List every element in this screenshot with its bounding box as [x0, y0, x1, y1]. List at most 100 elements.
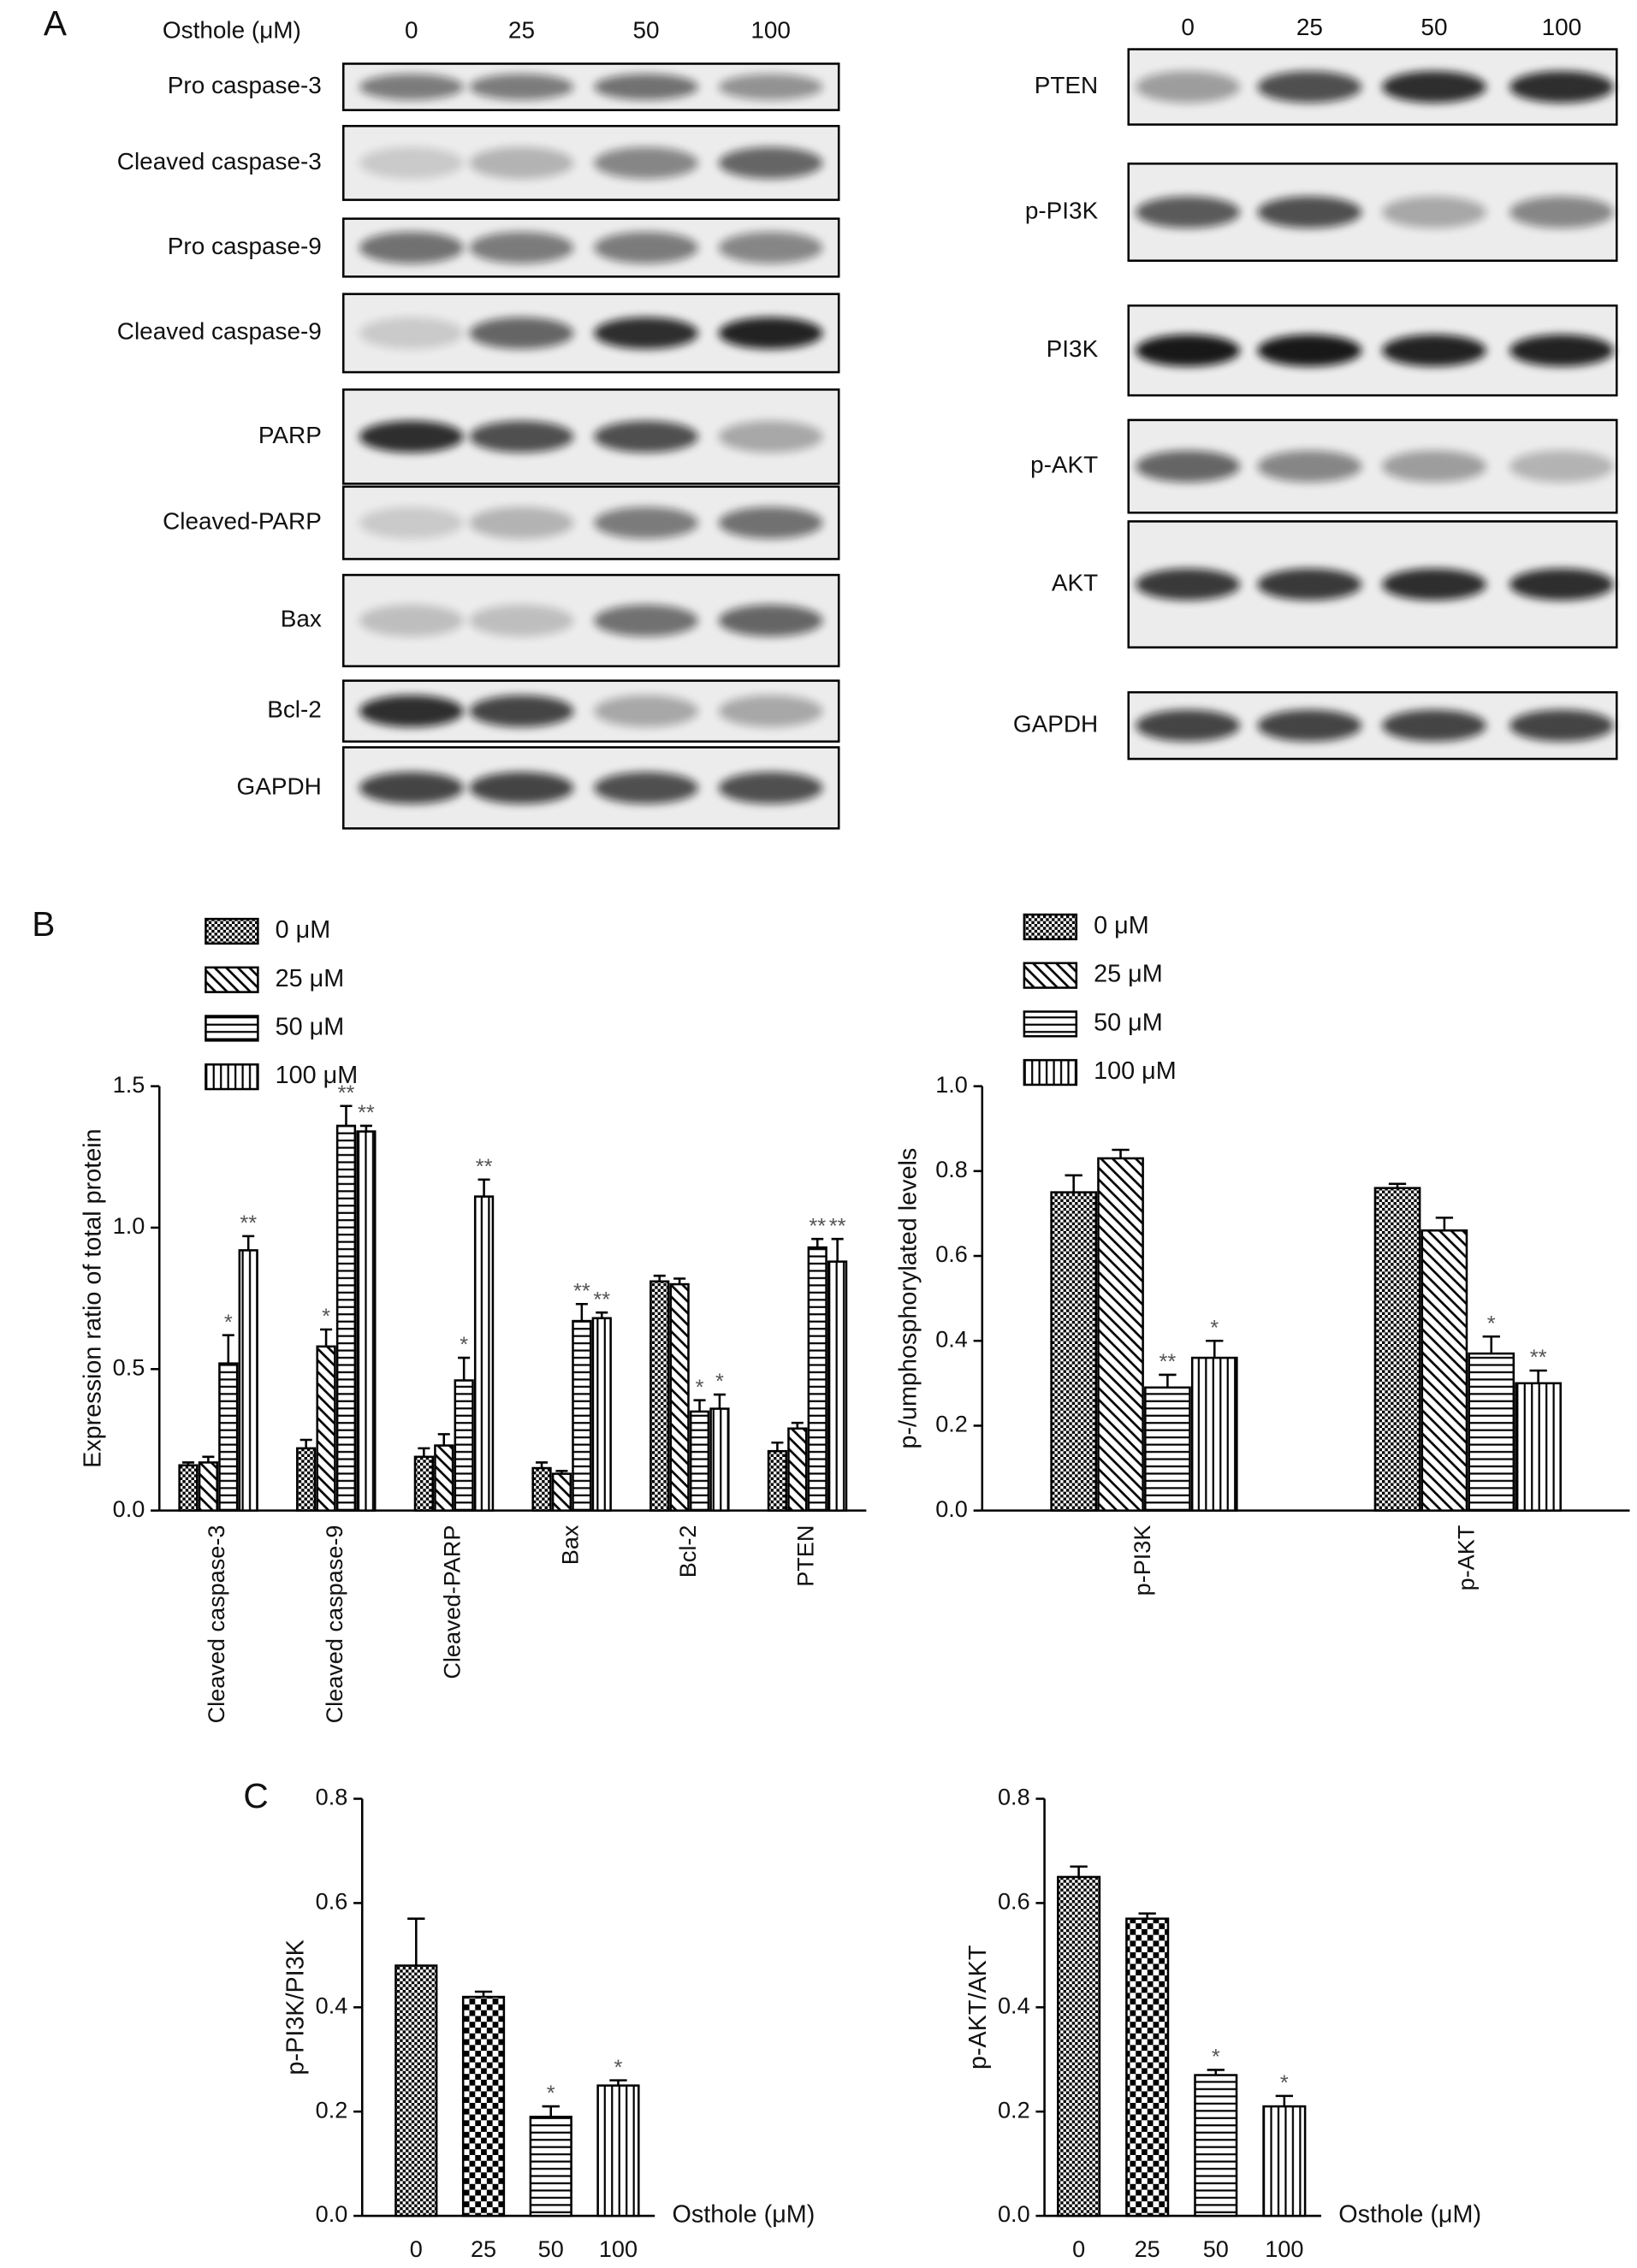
significance: * [322, 1305, 330, 1329]
bar [709, 1407, 730, 1512]
error-bar [1482, 1335, 1500, 1354]
error-bar [713, 1393, 726, 1409]
error-bar [1159, 1373, 1177, 1388]
bar [178, 1464, 199, 1512]
significance: * [614, 2056, 623, 2080]
error-bar [1138, 1912, 1156, 1919]
x-tick-label: 100 [1265, 2235, 1303, 2262]
error-bar [575, 1302, 588, 1322]
bar [1097, 1157, 1144, 1512]
lane-label: 50 [1421, 14, 1447, 40]
lane-label: 25 [508, 17, 535, 44]
band [1382, 450, 1486, 483]
error-bar [340, 1104, 353, 1126]
error-bar [1435, 1217, 1454, 1231]
error-bar [542, 2105, 560, 2117]
error-bar [1065, 1174, 1082, 1193]
x-tick-label: p-PI3K [1129, 1525, 1155, 1596]
significance: ** [240, 1211, 257, 1235]
band [469, 317, 574, 349]
bar [1468, 1352, 1515, 1512]
band [718, 772, 823, 804]
x-axis-label: Osthole (μM) [1338, 2201, 1481, 2229]
error-bar [418, 1447, 430, 1457]
bar [1057, 1875, 1101, 2218]
error-bar [771, 1442, 784, 1452]
significance: * [715, 1370, 724, 1394]
error-bar [1207, 2069, 1225, 2076]
band [1257, 196, 1362, 228]
x-tick-label: 25 [471, 2235, 496, 2262]
blot-row-label: Bcl-2 [267, 696, 322, 723]
y-tick-label: 0.2 [998, 2096, 1030, 2123]
band [1136, 70, 1241, 104]
significance: * [1280, 2071, 1289, 2095]
legend-label: 100 μM [276, 1062, 359, 1089]
band [359, 772, 464, 804]
bar [787, 1427, 808, 1512]
band [1382, 709, 1486, 742]
bar [296, 1447, 317, 1512]
error-bar [222, 1334, 234, 1364]
blot-row-label: Bax [281, 606, 322, 632]
bar [356, 1130, 377, 1512]
bar [1144, 1386, 1191, 1512]
y-tick-label: 0.6 [316, 1888, 348, 1915]
bar [1125, 1917, 1170, 2218]
legend-swatch [1023, 1058, 1078, 1087]
bar [454, 1379, 474, 1512]
error-bar [1070, 1865, 1088, 1877]
error-bar [359, 1124, 372, 1132]
legend-label: 100 μM [1094, 1057, 1177, 1085]
error-bar [320, 1328, 333, 1347]
blot-row-label: AKT [1052, 569, 1098, 595]
error-bar [202, 1455, 215, 1463]
blot-row-label: Cleaved-PARP [163, 507, 322, 534]
band [1509, 568, 1614, 601]
y-tick-label: 0.4 [935, 1325, 968, 1352]
legend-label: 0 μM [1094, 912, 1149, 939]
error-bar [242, 1235, 255, 1251]
blot-row-label: GAPDH [237, 773, 322, 799]
error-bar [474, 1990, 493, 1998]
band [594, 695, 698, 727]
y-tick-label: 0.8 [998, 1784, 1030, 1810]
error-bar [596, 1311, 608, 1318]
significance: * [224, 1311, 233, 1335]
blot-row-label: PTEN [1035, 72, 1098, 98]
y-tick-label: 1.5 [113, 1071, 145, 1098]
band [718, 146, 823, 180]
bar [591, 1317, 612, 1512]
y-tick-label: 0.2 [935, 1411, 968, 1437]
band [1382, 70, 1486, 104]
x-tick-label: Cleaved caspase-3 [203, 1525, 229, 1724]
band [718, 604, 823, 637]
band [1509, 450, 1614, 483]
y-tick-label: 0.0 [998, 2200, 1030, 2227]
bar [1190, 1356, 1238, 1512]
bar [827, 1260, 848, 1512]
legend-swatch [205, 966, 259, 993]
band [1136, 196, 1241, 228]
x-tick-label: Cleaved caspase-9 [321, 1525, 347, 1724]
y-tick-label: 0.6 [998, 1888, 1030, 1915]
panel-label: C [243, 1776, 268, 1815]
bar [238, 1249, 258, 1512]
bar [198, 1461, 219, 1512]
error-bar [811, 1237, 824, 1248]
y-tick-label: 0.8 [316, 1784, 348, 1810]
significance: ** [593, 1288, 610, 1312]
y-tick-label: 0.0 [113, 1495, 145, 1522]
blot-row-label: PARP [258, 422, 322, 448]
legend-label: 50 μM [1094, 1009, 1163, 1036]
bar [413, 1455, 434, 1512]
significance: * [460, 1333, 468, 1357]
band [718, 74, 823, 100]
error-bar [300, 1438, 312, 1448]
lane-label: 100 [1542, 14, 1582, 40]
bar [1515, 1382, 1562, 1512]
error-bar [1275, 2094, 1293, 2107]
error-bar [181, 1461, 195, 1466]
error-bar [1112, 1148, 1130, 1158]
